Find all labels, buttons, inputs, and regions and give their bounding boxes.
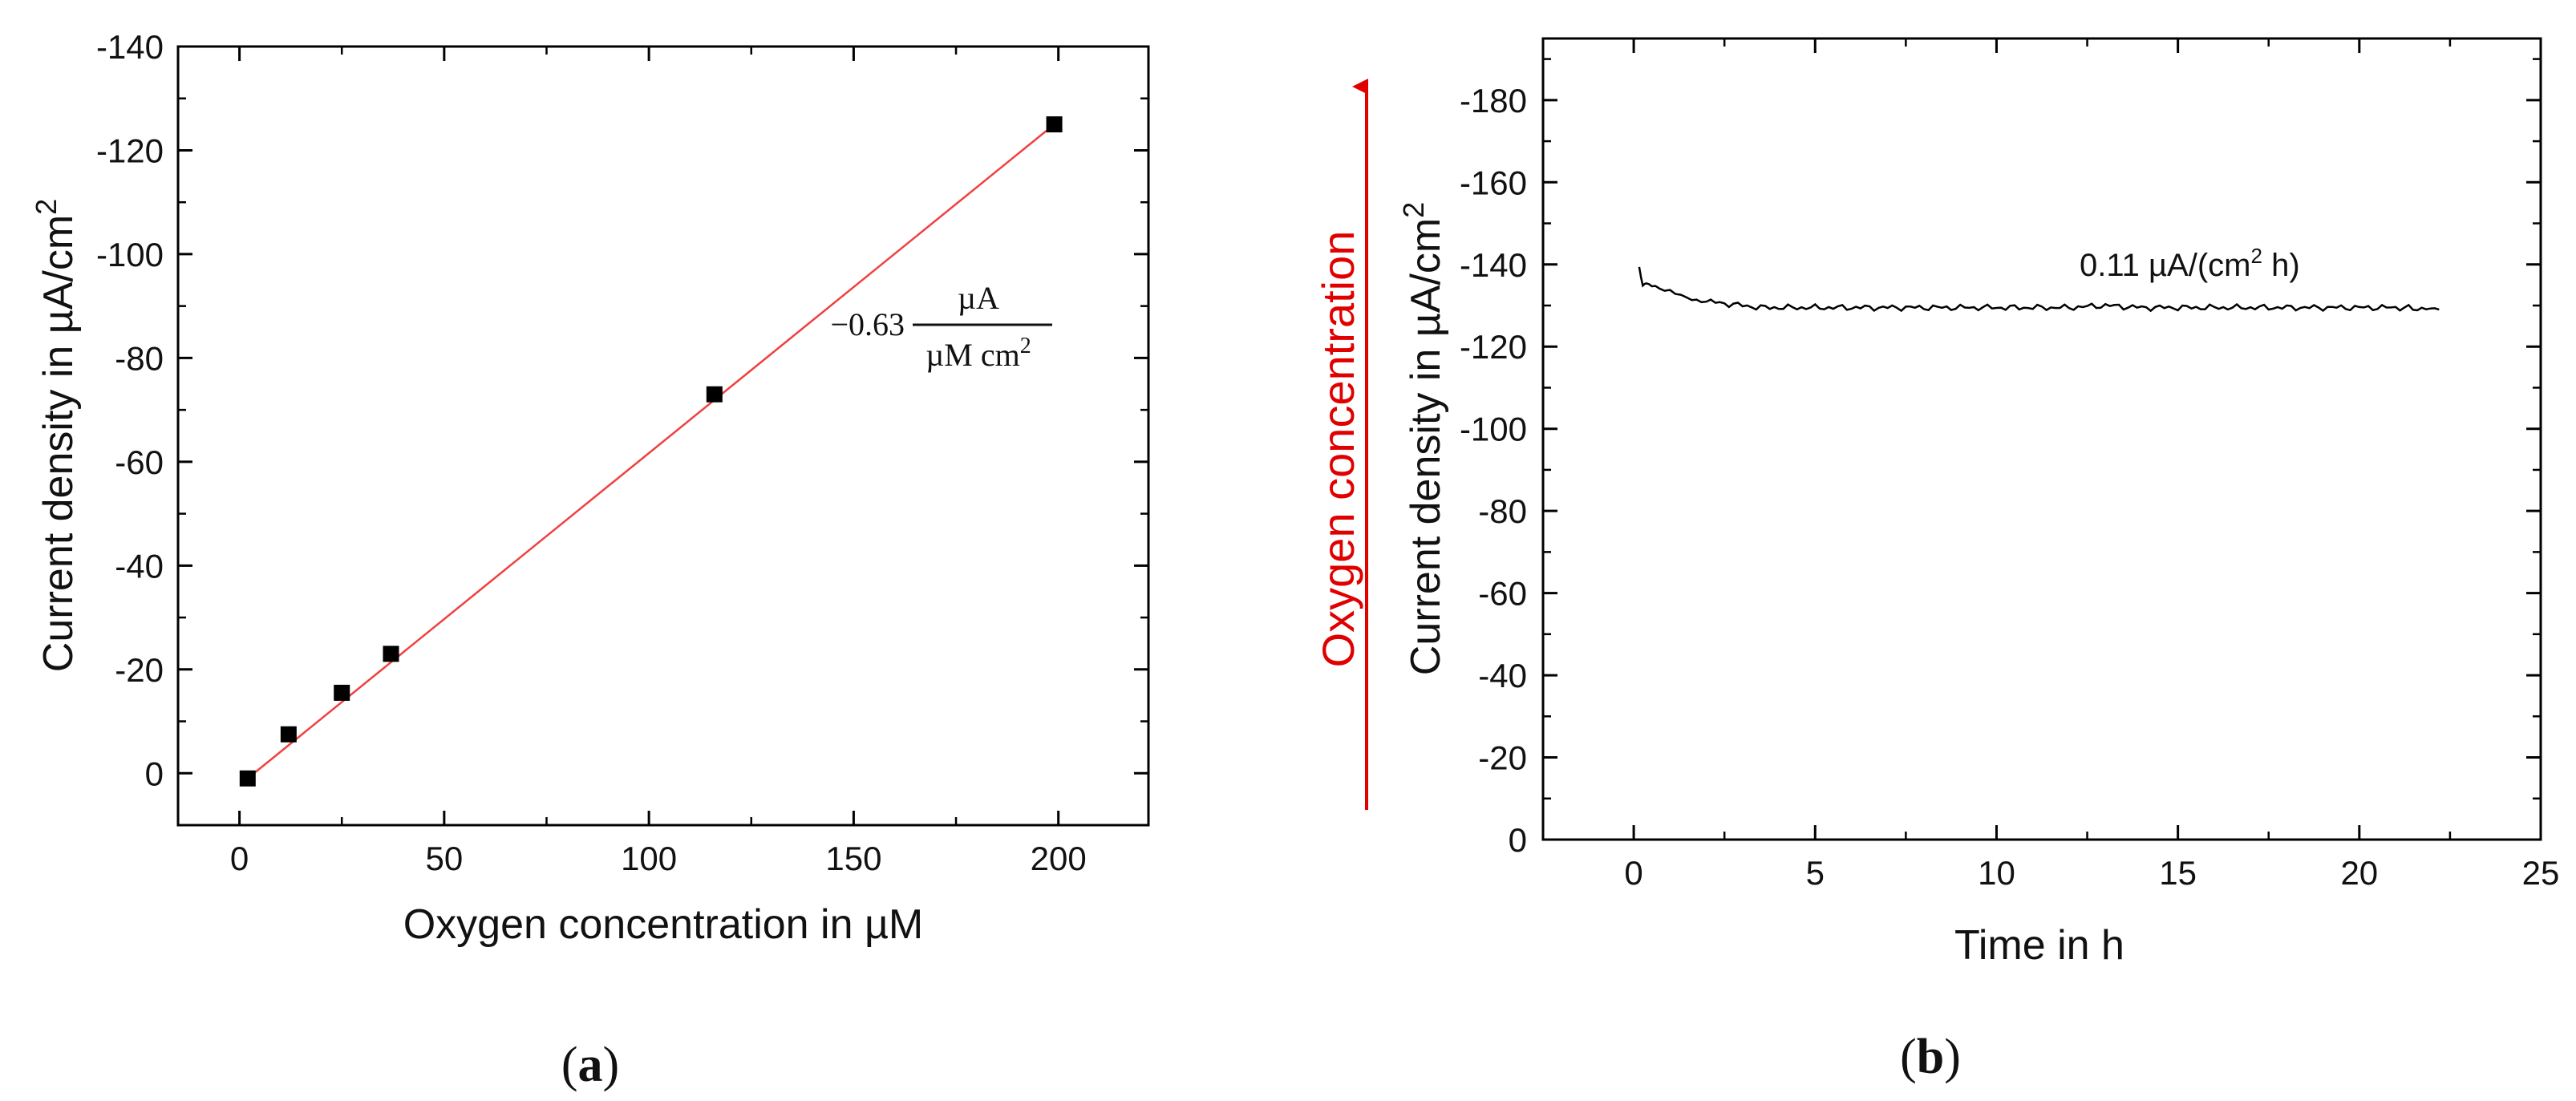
linear-fit-line: [247, 123, 1055, 779]
data-point: [334, 684, 350, 701]
panel-label-b: (b): [1900, 1030, 1961, 1084]
data-point: [280, 726, 297, 743]
x-tick-label-b: 10: [1978, 854, 2015, 892]
plot-frame-b: [1541, 37, 2542, 841]
x-axis-title-b: Time in h: [1954, 922, 2124, 969]
chart-panel-b: 0 5 10 15 20 25 0 -20 -40 -60 -80 -100 -120 -140 -160 -…: [1313, 37, 2559, 1084]
y-tick-label-a: 0: [145, 755, 164, 792]
y-tick-label-b: -60: [1478, 575, 1527, 613]
y-tick-label-a: -40: [115, 547, 164, 585]
data-point: [239, 770, 256, 787]
data-point: [1046, 116, 1063, 133]
y-tick-label-b: 0: [1509, 821, 1527, 859]
tick-labels-a: 0 50 100 150 200 0 -20 -40 -60 -80 -100 -120 -140: [96, 28, 1087, 877]
x-tick-label-a: 100: [621, 840, 677, 877]
y-tick-label-b: -160: [1460, 164, 1527, 201]
y-tick-label-b: -40: [1478, 657, 1527, 694]
y-axis-title-b: Current density in µA/cm2: [1397, 202, 1449, 675]
y-tick-label-a: -140: [96, 28, 164, 66]
data-point: [706, 386, 723, 403]
slope-annotation: −0.63 µA µM cm2: [830, 280, 1052, 373]
y-tick-label-a: -80: [115, 339, 164, 377]
y-tick-label-b: -80: [1478, 492, 1527, 530]
slope-denominator: µM cm2: [925, 334, 1031, 373]
chart-panel-a: 0 50 100 150 200 0 -20 -40 -60 -80 -100 -120 -140 −0…: [30, 28, 1150, 1092]
y-tick-label-b: -100: [1460, 411, 1527, 448]
x-tick-label-b: 25: [2522, 854, 2560, 892]
x-tick-label-a: 50: [425, 840, 463, 877]
x-tick-label-b: 5: [1806, 854, 1825, 892]
oxygen-concentration-label: Oxygen concentration: [1313, 231, 1363, 668]
x-tick-label-b: 20: [2340, 854, 2378, 892]
axis-ticks-b: [1543, 38, 2542, 841]
axis-ticks-a: [178, 45, 1148, 825]
x-tick-label-a: 200: [1031, 840, 1087, 877]
y-tick-label-b: -180: [1460, 82, 1527, 119]
y-tick-label-b: -20: [1478, 739, 1527, 777]
x-tick-label-b: 0: [1624, 854, 1642, 892]
y-tick-label-b: -120: [1460, 328, 1527, 366]
current-density-trace: [1638, 266, 2440, 313]
slope-numerator: µA: [958, 280, 999, 316]
x-tick-label-a: 150: [825, 840, 881, 877]
slope-value: −0.63: [830, 306, 905, 342]
y-axis-title-a: Current density in µA/cm2: [30, 199, 82, 672]
tick-labels-b: 0 5 10 15 20 25 0 -20 -40 -60 -80 -100 -120 -140 -160 -…: [1460, 82, 2559, 892]
y-tick-label-b: -140: [1460, 246, 1527, 284]
drift-annotation: 0.11 µA/(cm2 h): [2080, 244, 2300, 283]
y-tick-label-a: -100: [96, 236, 164, 273]
panel-label-a: (a): [561, 1038, 619, 1092]
x-axis-title-a: Oxygen concentration in µM: [403, 901, 924, 948]
data-point: [383, 646, 399, 662]
y-tick-label-a: -60: [115, 443, 164, 481]
y-tick-label-a: -20: [115, 651, 164, 689]
x-tick-label-b: 15: [2159, 854, 2197, 892]
plot-frame-a: [176, 45, 1150, 827]
data-points-a: [239, 116, 1063, 787]
x-tick-label-a: 0: [230, 840, 249, 877]
y-tick-label-a: -120: [96, 132, 164, 169]
